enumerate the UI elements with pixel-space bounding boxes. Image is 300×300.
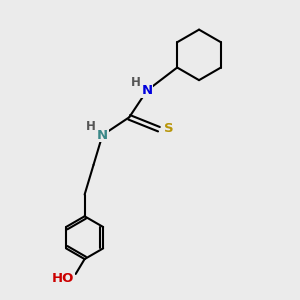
Text: N: N — [97, 129, 108, 142]
Text: H: H — [131, 76, 141, 89]
Text: N: N — [142, 84, 153, 97]
Text: S: S — [164, 122, 173, 135]
Text: H: H — [86, 120, 96, 133]
Text: HO: HO — [52, 272, 74, 285]
